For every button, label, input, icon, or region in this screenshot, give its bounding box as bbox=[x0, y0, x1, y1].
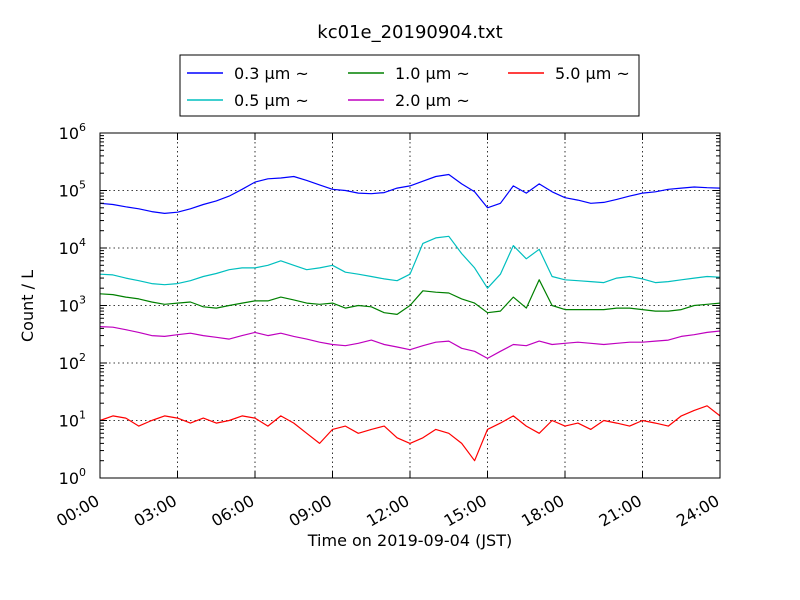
x-tick-label: 06:00 bbox=[208, 491, 257, 531]
series-line bbox=[99, 279, 721, 315]
legend: 0.3 μm ~ 0.5 μm ~ 1.0 μm ~ 2.0 μm ~ 5.0 μm ~ bbox=[179, 54, 640, 117]
x-tick-label: 24:00 bbox=[673, 491, 722, 531]
series-line bbox=[99, 405, 721, 462]
y-tick-label: 104 bbox=[59, 236, 86, 258]
x-tick-label: 03:00 bbox=[131, 491, 180, 531]
x-tick-label: 12:00 bbox=[363, 491, 412, 531]
legend-label: 0.5 μm ~ bbox=[234, 91, 309, 110]
x-tick-label: 21:00 bbox=[596, 491, 645, 531]
series-lines bbox=[99, 173, 721, 462]
x-tick-label: 00:00 bbox=[53, 491, 102, 531]
x-axis: 00:00 03:00 06:00 09:00 12:00 15:00 18:00 21:00… bbox=[53, 133, 723, 531]
y-tick-label: 102 bbox=[59, 351, 86, 373]
legend-label: 2.0 μm ~ bbox=[395, 91, 470, 110]
y-axis: 100 101 102 103 104 105 106 bbox=[59, 121, 720, 488]
legend-label: 0.3 μm ~ bbox=[234, 64, 309, 83]
y-tick-label: 103 bbox=[59, 294, 86, 316]
legend-label: 5.0 μm ~ bbox=[555, 64, 630, 83]
series-line bbox=[99, 173, 721, 214]
x-axis-label: Time on 2019-09-04 (JST) bbox=[307, 531, 512, 550]
series-line bbox=[99, 235, 721, 289]
chart-title: kc01e_20190904.txt bbox=[317, 22, 502, 43]
x-tick-label: 18:00 bbox=[518, 491, 567, 531]
legend-label: 1.0 μm ~ bbox=[395, 64, 470, 83]
series-line bbox=[99, 326, 721, 359]
y-tick-label: 105 bbox=[59, 179, 86, 201]
legend-box bbox=[179, 54, 640, 117]
y-tick-label: 101 bbox=[59, 409, 86, 431]
y-tick-label: 106 bbox=[59, 121, 86, 143]
x-tick-label: 15:00 bbox=[441, 491, 490, 531]
y-tick-label: 100 bbox=[59, 466, 86, 488]
x-tick-label: 09:00 bbox=[286, 491, 335, 531]
y-axis-label: Count / L bbox=[18, 270, 37, 342]
